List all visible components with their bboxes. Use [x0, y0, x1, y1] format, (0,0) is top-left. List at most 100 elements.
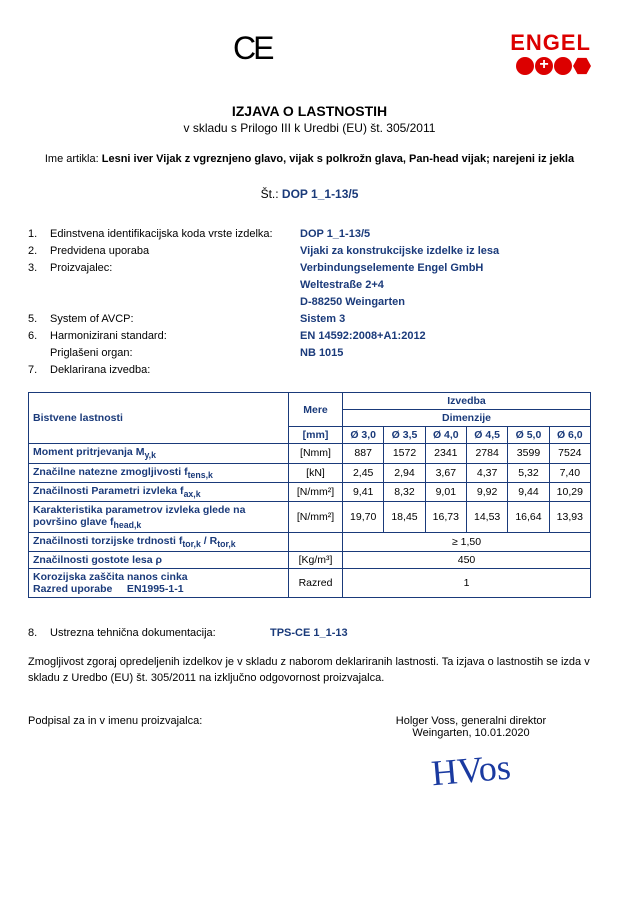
logo-shapes: [510, 57, 591, 75]
row-label: Značilnosti Parametri izvleka fax,k: [29, 482, 289, 501]
info-label: Edinstvena identifikacijska koda vrste i…: [50, 227, 300, 243]
spec-table: Bistvene lastnosti Mere Izvedba Dimenzij…: [28, 392, 591, 597]
info-label: System of AVCP:: [50, 312, 300, 328]
th-dimenzije: Dimenzije: [343, 410, 591, 427]
row-value: 5,32: [508, 463, 549, 482]
th-props: Bistvene lastnosti: [29, 393, 289, 444]
row-tor-unit: [289, 532, 343, 551]
row-label: Karakteristika parametrov izvleka glede …: [29, 501, 289, 532]
row-label: Značilne natezne zmogljivosti ftens,k: [29, 463, 289, 482]
row-value: 3,67: [425, 463, 466, 482]
row-value: 16,73: [425, 501, 466, 532]
logo-hex-icon: [573, 57, 591, 75]
row-value: 19,70: [343, 501, 384, 532]
row-value: 18,45: [384, 501, 425, 532]
row-value: 9,41: [343, 482, 384, 501]
row-kor-label: Korozijska zaščita nanos cinkaRazred upo…: [29, 568, 289, 597]
table-row: Značilnosti Parametri izvleka fax,k[N/mm…: [29, 482, 591, 501]
table-row: Karakteristika parametrov izvleka glede …: [29, 501, 591, 532]
logo-circle-icon: [554, 57, 572, 75]
row-kor-unit: Razred: [289, 568, 343, 597]
dop-number-line: Št.: DOP 1_1-13/5: [28, 187, 591, 201]
row-kor-val: 1: [343, 568, 591, 597]
sec8-num: 8.: [28, 626, 50, 641]
row-rho-val: 450: [343, 551, 591, 568]
row-value: 8,32: [384, 482, 425, 501]
th-diameter: Ø 6,0: [549, 427, 590, 444]
info-row: 7.Deklarirana izvedba:: [28, 363, 591, 379]
row-value: 9,01: [425, 482, 466, 501]
sig-name: Holger Voss, generalni direktor: [351, 715, 591, 727]
dop-prefix: Št.:: [261, 187, 282, 201]
th-unit-hdr: [mm]: [289, 427, 343, 444]
article-line: Ime artikla: Lesni iver Vijak z vgreznje…: [28, 153, 591, 165]
info-num: 3.: [28, 261, 50, 277]
document-page: CE ENGEL IZJAVA O LASTNOSTIH v skladu s …: [0, 0, 619, 831]
logo-circle-icon: [516, 57, 534, 75]
row-tor-val: ≥ 1,50: [343, 532, 591, 551]
th-diameter: Ø 4,5: [466, 427, 507, 444]
row-tor-label: Značilnosti torzijske trdnosti ftor,k / …: [29, 532, 289, 551]
logo-text: ENGEL: [510, 30, 591, 56]
row-unit: [Nmm]: [289, 444, 343, 463]
th-diameter: Ø 3,5: [384, 427, 425, 444]
sec8-label: Ustrezna tehnična dokumentacija:: [50, 626, 270, 641]
table-row: Moment pritrjevanja My,k[Nmm]88715722341…: [29, 444, 591, 463]
info-value: Weltestraße 2+4: [300, 278, 384, 294]
row-value: 16,64: [508, 501, 549, 532]
engel-logo: ENGEL: [510, 30, 591, 75]
row-value: 10,29: [549, 482, 590, 501]
info-row: Weltestraße 2+4: [28, 278, 591, 294]
row-value: 13,93: [549, 501, 590, 532]
th-diameter: Ø 5,0: [508, 427, 549, 444]
info-row: 1.Edinstvena identifikacijska koda vrste…: [28, 227, 591, 243]
info-value: Verbindungselemente Engel GmbH: [300, 261, 483, 277]
row-value: 2,94: [384, 463, 425, 482]
signature-row: Podpisal za in v imenu proizvajalca: Hol…: [28, 715, 591, 791]
info-row: 3.Proizvajalec:Verbindungselemente Engel…: [28, 261, 591, 277]
info-num: 1.: [28, 227, 50, 243]
sec8-value: TPS-CE 1_1-13: [270, 626, 348, 641]
row-label: Moment pritrjevanja My,k: [29, 444, 289, 463]
header: CE ENGEL: [28, 30, 591, 75]
info-value: Sistem 3: [300, 312, 345, 328]
info-row: D-88250 Weingarten: [28, 295, 591, 311]
info-row: Priglašeni organ:NB 1015: [28, 346, 591, 362]
row-value: 9,92: [466, 482, 507, 501]
info-label: Proizvajalec:: [50, 261, 300, 277]
article-prefix: Ime artikla:: [45, 153, 102, 165]
info-value: DOP 1_1-13/5: [300, 227, 370, 243]
row-value: 3599: [508, 444, 549, 463]
info-label: Deklarirana izvedba:: [50, 363, 300, 379]
info-value: EN 14592:2008+A1:2012: [300, 329, 426, 345]
info-value: NB 1015: [300, 346, 343, 362]
row-value: 2341: [425, 444, 466, 463]
sig-left-label: Podpisal za in v imenu proizvajalca:: [28, 715, 202, 791]
row-value: 9,44: [508, 482, 549, 501]
th-diameter: Ø 3,0: [343, 427, 384, 444]
row-value: 2784: [466, 444, 507, 463]
info-row: 5.System of AVCP:Sistem 3: [28, 312, 591, 328]
row-value: 4,37: [466, 463, 507, 482]
row-unit: [kN]: [289, 463, 343, 482]
info-row: 2.Predvidena uporabaVijaki za konstrukci…: [28, 244, 591, 260]
row-value: 14,53: [466, 501, 507, 532]
article-name: Lesni iver Vijak z vgreznjeno glavo, vij…: [102, 153, 574, 165]
declaration-paragraph: Zmogljivost zgoraj opredeljenih izdelkov…: [28, 655, 591, 687]
row-value: 887: [343, 444, 384, 463]
info-num: [28, 295, 50, 311]
title-main: IZJAVA O LASTNOSTIH: [28, 103, 591, 119]
table-row: Značilne natezne zmogljivosti ftens,k[kN…: [29, 463, 591, 482]
info-num: [28, 346, 50, 362]
th-izvedba: Izvedba: [343, 393, 591, 410]
info-label: [50, 295, 300, 311]
title-block: IZJAVA O LASTNOSTIH v skladu s Prilogo I…: [28, 103, 591, 135]
info-num: 2.: [28, 244, 50, 260]
info-num: 5.: [28, 312, 50, 328]
row-value: 7,40: [549, 463, 590, 482]
row-value: 2,45: [343, 463, 384, 482]
info-num: [28, 278, 50, 294]
sig-place: Weingarten, 10.01.2020: [351, 727, 591, 739]
info-label: Harmonizirani standard:: [50, 329, 300, 345]
info-num: 7.: [28, 363, 50, 379]
